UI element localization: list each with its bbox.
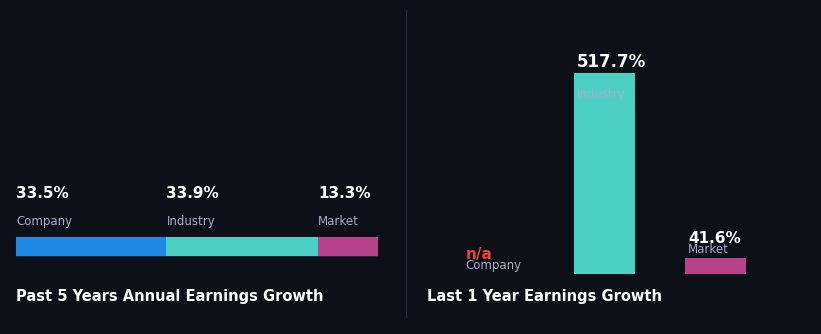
Text: Market: Market — [688, 243, 729, 256]
Text: Past 5 Years Annual Earnings Growth: Past 5 Years Annual Earnings Growth — [16, 289, 324, 304]
Text: Last 1 Year Earnings Growth: Last 1 Year Earnings Growth — [427, 289, 662, 304]
Text: 33.9%: 33.9% — [167, 186, 219, 201]
Text: Industry: Industry — [577, 88, 626, 101]
Text: Company: Company — [16, 215, 72, 228]
Bar — [574, 73, 635, 274]
Bar — [318, 237, 378, 256]
Text: Industry: Industry — [167, 215, 215, 228]
Text: n/a: n/a — [466, 247, 493, 262]
Text: 33.5%: 33.5% — [16, 186, 69, 201]
Text: 13.3%: 13.3% — [318, 186, 371, 201]
Bar — [16, 237, 167, 256]
Text: Market: Market — [318, 215, 359, 228]
Bar — [167, 237, 318, 256]
Text: 517.7%: 517.7% — [577, 53, 646, 71]
Bar — [686, 258, 746, 274]
Text: Company: Company — [466, 259, 522, 272]
Text: 41.6%: 41.6% — [688, 231, 741, 246]
